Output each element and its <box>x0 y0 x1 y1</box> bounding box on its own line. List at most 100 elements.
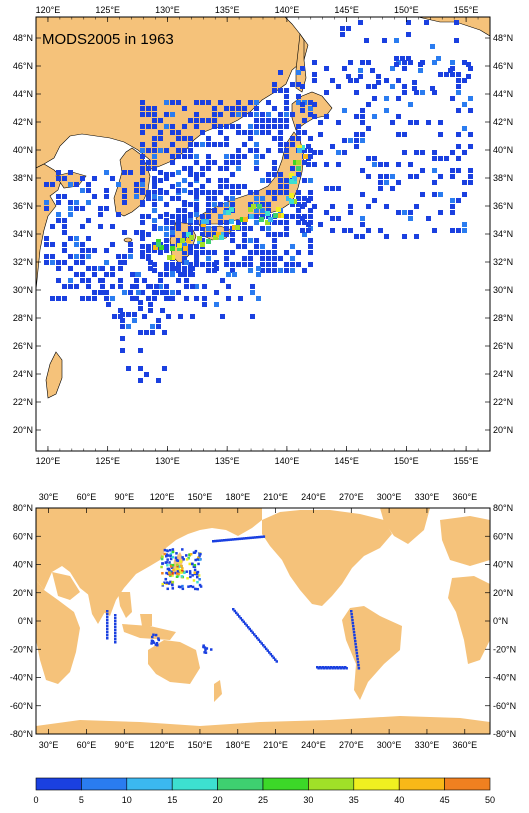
observation-cell <box>360 120 365 125</box>
observation-cell <box>138 366 143 371</box>
observation-cell <box>312 150 317 155</box>
observation-cell <box>212 232 217 237</box>
observation-cell <box>150 639 154 643</box>
observation-cell <box>68 212 73 217</box>
observation-cell <box>456 144 461 149</box>
observation-cell <box>164 226 169 231</box>
observation-cell <box>184 284 189 289</box>
observation-cell <box>146 244 151 249</box>
observation-cell <box>140 142 145 147</box>
observation-cell <box>263 645 266 649</box>
observation-cell <box>284 220 289 225</box>
lat-label-left: 36°N <box>13 201 33 211</box>
observation-cell <box>408 174 413 179</box>
observation-cell <box>260 154 265 159</box>
observation-cell <box>106 302 111 307</box>
observation-cell <box>242 142 247 147</box>
observation-cell <box>224 136 229 141</box>
observation-cell <box>146 124 151 129</box>
observation-cell <box>56 194 61 199</box>
observation-cell <box>182 124 187 129</box>
observation-cell <box>150 330 155 335</box>
observation-cell <box>86 188 91 193</box>
lon-label-bottom: 150°E <box>394 456 419 466</box>
observation-cell <box>354 114 359 119</box>
observation-cell <box>182 272 187 277</box>
observation-cell <box>86 248 91 253</box>
observation-cell <box>236 166 241 171</box>
observation-cell <box>200 166 205 171</box>
observation-cell <box>188 562 192 566</box>
observation-cell <box>308 178 313 183</box>
observation-cell <box>234 538 237 541</box>
lon-label-top: 155°E <box>454 5 479 15</box>
observation-cell <box>140 182 145 187</box>
lat-label-left: 44°N <box>13 89 33 99</box>
observation-cell <box>56 260 61 265</box>
observation-cell <box>456 84 461 89</box>
observation-cell <box>206 250 211 255</box>
observation-cell <box>183 571 186 575</box>
observation-cell <box>150 642 153 645</box>
observation-cell <box>468 180 473 185</box>
observation-cell <box>193 563 197 567</box>
observation-cell <box>312 60 317 65</box>
observation-cell <box>302 178 307 183</box>
top-map-title: MODS2005 in 1963 <box>42 31 174 48</box>
observation-cell <box>170 160 175 165</box>
observation-cell <box>182 166 187 171</box>
observation-cell <box>175 558 179 562</box>
observation-cell <box>224 166 229 171</box>
observation-cell <box>408 210 413 215</box>
kamchatka <box>417 17 490 37</box>
observation-cell <box>181 567 184 570</box>
observation-cell <box>202 284 207 289</box>
observation-cell <box>456 168 461 173</box>
observation-cell <box>284 118 289 123</box>
observation-cell <box>134 188 139 193</box>
observation-cell <box>100 278 105 283</box>
observation-cell <box>366 126 371 131</box>
observation-cell <box>462 228 467 233</box>
observation-cell <box>372 162 377 167</box>
observation-cell <box>200 118 205 123</box>
observation-cell <box>200 172 205 177</box>
observation-cell <box>218 100 223 105</box>
observation-cell <box>289 193 294 198</box>
colorbar-label: 40 <box>394 795 404 805</box>
observation-cell <box>236 160 241 165</box>
observation-cell <box>152 124 157 129</box>
observation-cell <box>230 250 235 255</box>
observation-cell <box>462 192 467 197</box>
observation-cell <box>450 150 455 155</box>
observation-cell <box>152 190 157 195</box>
observation-cell <box>104 290 109 295</box>
observation-cell <box>188 190 193 195</box>
colorbar-label: 5 <box>79 795 84 805</box>
lat-label-right: 30°N <box>493 285 513 295</box>
observation-cell <box>218 178 223 183</box>
lat-label-left: 40°N <box>13 560 33 570</box>
observation-cell <box>192 579 196 582</box>
greenland <box>380 508 430 544</box>
observation-cell <box>317 667 320 670</box>
lon-label-top: 135°E <box>215 5 240 15</box>
observation-cell <box>426 216 431 221</box>
observation-cell <box>170 124 175 129</box>
observation-cell <box>165 571 168 575</box>
observation-cell <box>384 108 389 113</box>
observation-cell <box>140 250 145 255</box>
observation-cell <box>194 206 199 211</box>
lat-label-right: 44°N <box>493 89 513 99</box>
observation-cell <box>44 254 49 259</box>
observation-cell <box>134 284 139 289</box>
observation-cell <box>189 575 192 579</box>
observation-cell <box>86 284 91 289</box>
observation-cell <box>230 202 235 207</box>
observation-cell <box>266 118 271 123</box>
observation-cell <box>194 284 199 289</box>
observation-cell <box>100 266 105 271</box>
observation-cell <box>450 198 455 203</box>
observation-cell <box>152 160 157 165</box>
observation-cell <box>229 207 234 212</box>
